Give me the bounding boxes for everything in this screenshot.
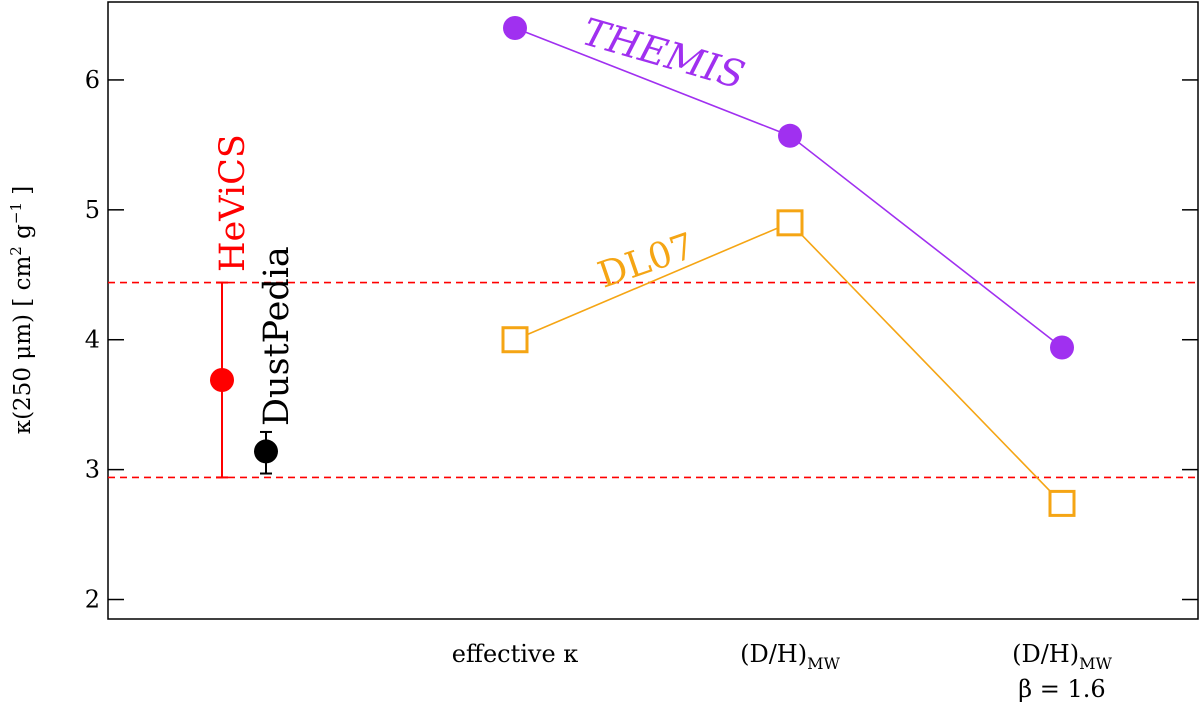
y-tick-label: 2 [85, 586, 100, 614]
reference-lines [108, 281, 1198, 479]
y-axis: 2 3 4 5 6 [85, 66, 1198, 614]
measurement-dustpedia [254, 430, 278, 475]
data-point [503, 15, 527, 40]
series-dl07 [501, 209, 1076, 517]
series-layer: THEMIS DL07 [501, 9, 1076, 517]
y-axis-label: κ(250 μm) [ cm2 g−1 ] [7, 186, 36, 435]
plot-frame [107, 1, 1199, 620]
measurement-label-hevics: HeViCS [213, 134, 253, 272]
measurement-hevics [210, 281, 234, 479]
x-category-label: (D/H)MW [740, 640, 840, 673]
series-label-dl07: DL07 [593, 226, 700, 297]
series-themis [503, 15, 1074, 360]
data-point [501, 326, 529, 354]
x-axis-labels: effective κ (D/H)MW (D/H)MWβ = 1.6 [452, 640, 1113, 703]
data-point [778, 123, 802, 148]
y-tick-label: 5 [85, 196, 100, 224]
data-point [1048, 489, 1076, 517]
measurement-point [210, 367, 234, 392]
x-category-label: effective κ [452, 640, 579, 668]
series-line [514, 27, 1063, 349]
y-tick-label: 6 [85, 66, 100, 94]
data-point [1050, 335, 1074, 360]
measurement-label-dustpedia: DustPedia [257, 246, 297, 426]
y-tick-label: 3 [85, 456, 100, 484]
series-label-themis: THEMIS [578, 9, 750, 97]
measurement-point [254, 439, 278, 464]
data-point [776, 209, 804, 237]
y-tick-label: 4 [85, 326, 100, 354]
x-category-label-line2: β = 1.6 [1018, 675, 1105, 703]
x-category-label: (D/H)MW [1012, 640, 1112, 673]
